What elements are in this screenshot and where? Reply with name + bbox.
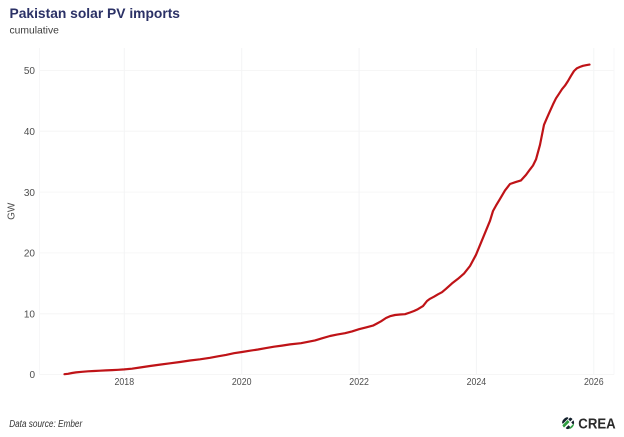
svg-text:20: 20	[24, 249, 36, 260]
svg-text:2026: 2026	[584, 377, 604, 388]
svg-text:0: 0	[29, 370, 35, 381]
svg-text:2024: 2024	[467, 377, 487, 388]
svg-text:2018: 2018	[115, 377, 135, 388]
svg-text:50: 50	[24, 66, 36, 77]
svg-text:GW: GW	[6, 202, 17, 220]
svg-text:30: 30	[24, 188, 36, 199]
svg-text:10: 10	[24, 309, 36, 320]
svg-text:Pakistan solar PV imports: Pakistan solar PV imports	[10, 5, 181, 21]
svg-text:Data source: Ember: Data source: Ember	[9, 419, 83, 430]
svg-text:CREA: CREA	[578, 416, 615, 432]
svg-text:2020: 2020	[232, 377, 252, 388]
svg-text:cumulative: cumulative	[10, 25, 60, 37]
svg-text:2022: 2022	[349, 377, 369, 388]
svg-text:40: 40	[24, 127, 36, 138]
